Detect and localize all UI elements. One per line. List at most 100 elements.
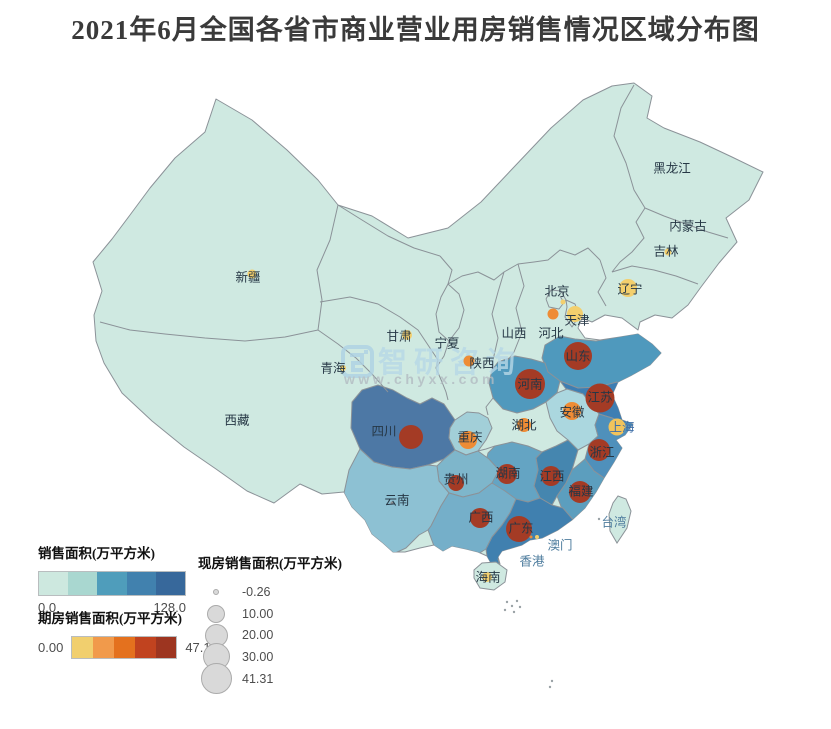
label-guangxi: 广西: [468, 511, 493, 525]
province-shandong[interactable]: [541, 332, 667, 389]
size-legend-circle: [207, 604, 225, 623]
label-anhui: 安徽: [559, 405, 585, 420]
sales-area-swatch-2: [68, 572, 98, 595]
size-legend-row: -0.26: [198, 581, 348, 603]
bubble-chongqing[interactable]: [459, 431, 477, 449]
size-legend-label: 10.00: [242, 606, 274, 621]
label-ningxia: 宁夏: [434, 336, 460, 351]
island-taiwan[interactable]: [608, 495, 632, 544]
bubble-jilin[interactable]: [664, 248, 672, 256]
label-beijing: 北京: [544, 285, 569, 299]
bubble-shaanxi[interactable]: [463, 355, 475, 367]
size-legend-row: 41.31: [198, 663, 348, 695]
bubble-beijing[interactable]: [560, 299, 566, 305]
bubble-aomen[interactable]: [529, 535, 533, 539]
bubble-henan[interactable]: [515, 369, 545, 399]
bubble-sichuan[interactable]: [399, 425, 423, 449]
bubble-hunan[interactable]: [497, 464, 517, 484]
label-xizang: 西藏: [224, 414, 250, 428]
legend-presale-min: 0.00: [38, 640, 64, 655]
label-fujian: 福建: [568, 484, 594, 499]
sea-islet-dot: [505, 600, 509, 604]
presale-swatch-3: [113, 637, 135, 658]
sales-area-swatch-1: [39, 572, 69, 595]
label-hebei: 河北: [538, 327, 564, 341]
bubble-hebei[interactable]: [547, 308, 559, 320]
label-guizhou: 贵州: [443, 473, 468, 487]
bubble-fujian[interactable]: [569, 481, 591, 503]
legend-sales-area-ramp: [38, 571, 186, 596]
label-jilin: 吉林: [653, 245, 679, 259]
size-legend-label: 30.00: [242, 649, 274, 664]
sales-area-swatch-5: [155, 572, 186, 595]
legend-existing-size-rows: -0.26 10.00 20.00 30.00 41.31: [198, 581, 348, 695]
bubble-yunnan[interactable]: [390, 501, 394, 505]
bubble-jiangxi[interactable]: [541, 466, 561, 486]
legend-sales-area-max: 128.0: [153, 600, 186, 615]
label-qinghai: 青海: [320, 361, 346, 376]
label-zhejiang: 浙江: [589, 445, 614, 460]
label-jiangsu: 江苏: [587, 390, 612, 405]
watermark-logo: [341, 345, 374, 378]
bubble-gansu[interactable]: [402, 330, 412, 340]
watermark: 智研咨询 www.chyxx.com: [341, 345, 515, 387]
bubbles-layer: [247, 248, 672, 582]
bubble-xinjiang[interactable]: [247, 269, 257, 279]
bubble-guizhou[interactable]: [448, 475, 464, 491]
size-legend-row: 10.00: [198, 603, 348, 625]
label-guangdong: 广东: [508, 522, 533, 536]
label-aomen: 澳门: [547, 538, 572, 553]
legend-sales-area-min: 0.0: [38, 600, 57, 615]
size-legend-label: -0.26: [242, 584, 271, 599]
bubble-tianjin[interactable]: [567, 306, 583, 322]
size-legend-label: 20.00: [242, 628, 274, 643]
size-legend-label: 41.31: [242, 671, 274, 686]
label-hunan: 湖南: [495, 466, 520, 481]
presale-swatch-4: [134, 637, 156, 658]
south-china-sea-islets: [503, 517, 601, 689]
bubble-guangdong[interactable]: [506, 516, 532, 542]
sales-area-swatch-4: [126, 572, 156, 595]
presale-swatch-5: [155, 637, 177, 658]
bubble-liaoning[interactable]: [619, 279, 637, 297]
label-shandong: 山东: [565, 350, 590, 364]
bubble-xianggang[interactable]: [535, 535, 539, 539]
legend-existing-sale: 现房销售面积(万平方米) -0.26 10.00 20.00 30.00 41.31: [198, 552, 348, 695]
label-gansu: 甘肃: [386, 330, 411, 344]
label-sichuan: 四川: [371, 425, 396, 439]
presale-swatch-2: [93, 637, 114, 658]
bubble-jiangsu[interactable]: [585, 383, 615, 413]
bubble-qinghai[interactable]: [340, 365, 346, 371]
province-borders: [99, 84, 729, 452]
label-yunnan: 云南: [384, 493, 409, 508]
bubble-hainan[interactable]: [482, 572, 492, 582]
bubble-shanghai[interactable]: [608, 418, 626, 436]
watermark-url: www.chyxx.com: [343, 371, 498, 387]
label-shanxi: 山西: [501, 327, 526, 341]
presale-swatch-1: [72, 637, 94, 658]
legend-existing-sale-title: 现房销售面积(万平方米): [198, 556, 342, 571]
label-shanghai: 上海: [609, 420, 635, 435]
label-xinjiang: 新疆: [235, 270, 260, 285]
size-legend-circle: [213, 588, 219, 595]
label-hainan: 海南: [475, 570, 500, 585]
page-title: 2021年6月全国各省市商业营业用房销售情况区域分布图: [71, 15, 760, 45]
label-tianjin: 天津: [564, 314, 589, 328]
bubble-guangxi[interactable]: [470, 508, 490, 528]
label-neimenggu: 内蒙古: [669, 219, 707, 234]
sea-islet-dot: [548, 685, 552, 689]
bubble-hubei[interactable]: [517, 418, 531, 432]
sales-area-swatch-3: [97, 572, 127, 595]
label-henan: 河南: [517, 377, 542, 392]
sea-islet-dot: [597, 517, 601, 521]
bubble-zhejiang[interactable]: [588, 439, 610, 461]
sea-islet-dot: [510, 604, 514, 608]
legend-presale: 期房销售面积(万平方米) 0.00 47.16: [38, 607, 268, 659]
bubble-anhui[interactable]: [563, 402, 581, 420]
label-shaanxi: 陕西: [469, 356, 494, 371]
legend-presale-ramp: [71, 636, 178, 659]
bubble-shandong[interactable]: [564, 342, 592, 370]
sea-islet-dot: [515, 599, 519, 603]
